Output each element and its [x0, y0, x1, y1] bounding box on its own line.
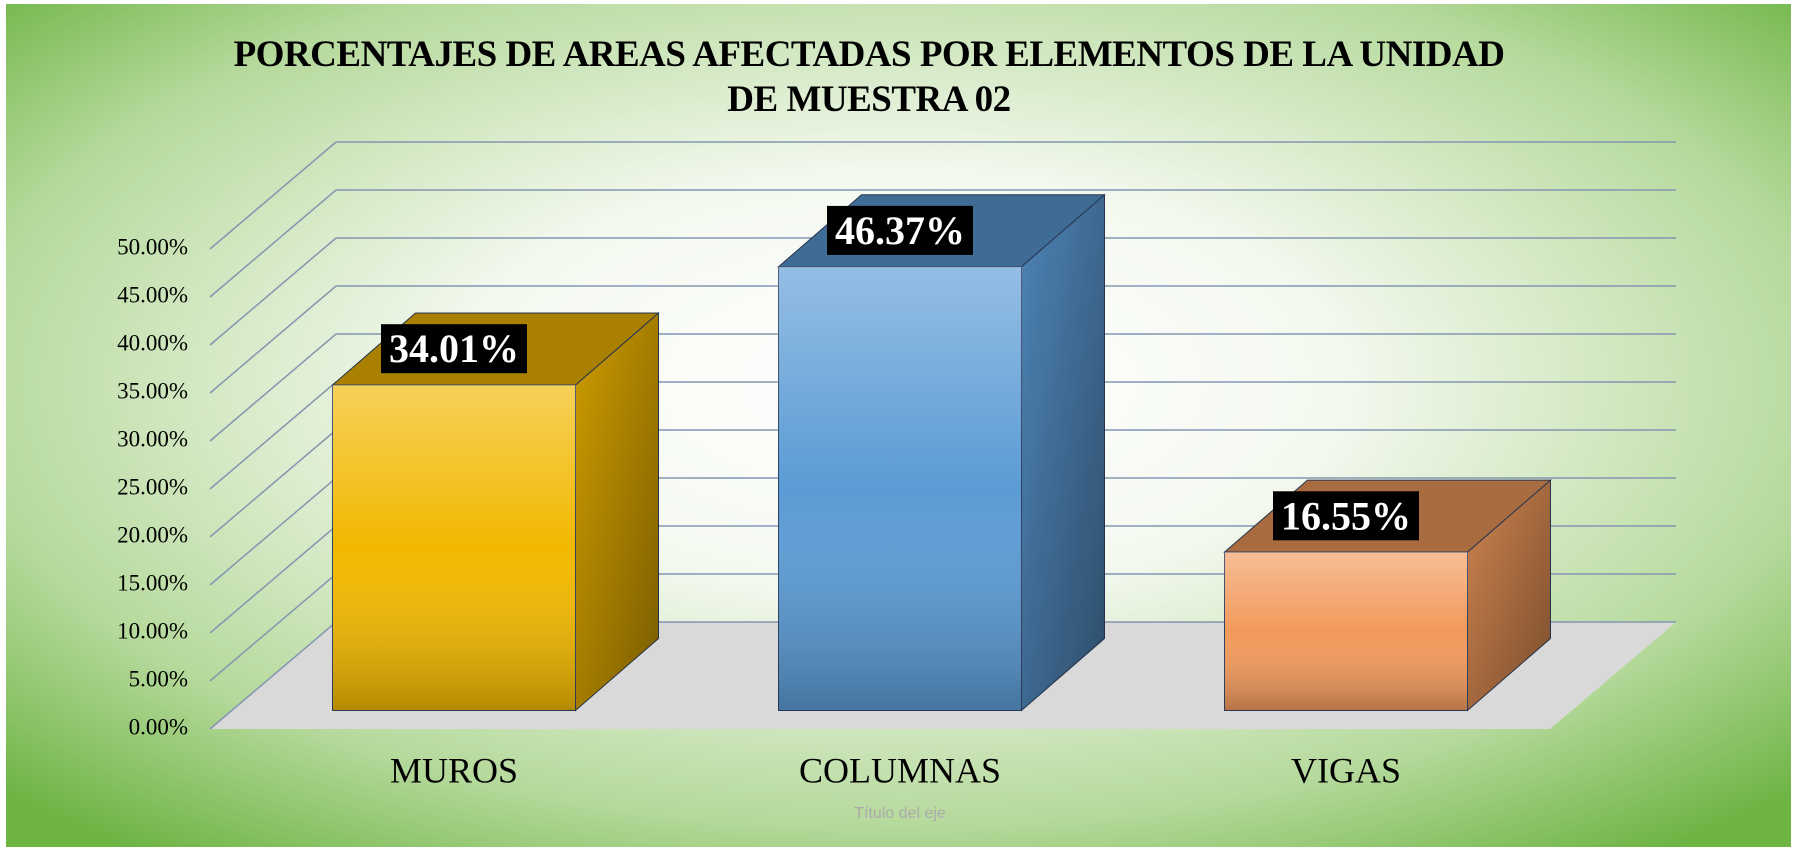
y-tick-label: 20.00% [117, 522, 188, 547]
grid-line [209, 141, 1676, 250]
y-tick-label: 30.00% [117, 426, 188, 451]
grid-line [209, 237, 1676, 346]
y-tick-label: 40.00% [117, 330, 188, 355]
x-tick-label: COLUMNAS [799, 750, 1001, 790]
bar-side-shade [1467, 480, 1551, 711]
bar-shade [778, 266, 1022, 711]
y-tick-label: 25.00% [117, 474, 188, 499]
bar-shade [1224, 552, 1468, 711]
bar-side-shade [1021, 194, 1105, 711]
bar-side-shade [575, 313, 659, 711]
grid-line [209, 333, 1676, 442]
x-tick-label: MUROS [390, 750, 518, 790]
y-tick-label: 45.00% [117, 282, 188, 307]
bar-shade [332, 385, 576, 711]
x-axis-title: Título del eje [854, 805, 946, 822]
x-tick-label: VIGAS [1291, 750, 1401, 790]
y-tick-label: 15.00% [117, 570, 188, 595]
data-label: 16.55% [1281, 493, 1411, 538]
data-label-box [1273, 491, 1419, 541]
grid-line [209, 285, 1676, 394]
data-label-box [381, 324, 527, 374]
y-tick-label: 0.00% [129, 714, 188, 739]
y-tick-label: 50.00% [117, 234, 188, 259]
y-tick-label: 35.00% [117, 378, 188, 403]
data-label-box [827, 205, 973, 255]
data-label: 46.37% [835, 208, 965, 253]
chart-title: PORCENTAJES DE AREAS AFECTADAS POR ELEME… [233, 34, 1505, 120]
grid-line [209, 189, 1676, 298]
y-tick-label: 10.00% [117, 618, 188, 643]
y-tick-label: 5.00% [129, 666, 188, 691]
data-label: 34.01% [389, 326, 519, 371]
